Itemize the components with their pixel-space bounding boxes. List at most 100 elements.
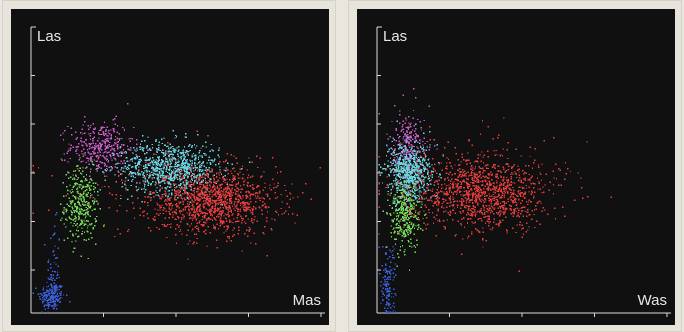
right-point (522, 215, 524, 217)
left-point (266, 220, 268, 222)
left-point (199, 165, 201, 168)
left-point (205, 182, 208, 185)
right-point (403, 224, 406, 227)
left-point (230, 190, 232, 192)
left-point (112, 154, 114, 156)
left-point (198, 205, 200, 208)
left-point (209, 203, 211, 205)
right-point (399, 157, 401, 159)
left-point (49, 295, 52, 298)
left-point (192, 175, 195, 178)
left-point (206, 219, 208, 222)
right-point (479, 180, 482, 183)
right-point (423, 214, 426, 216)
left-point (84, 190, 86, 192)
right-point (407, 181, 409, 183)
left-point (86, 212, 89, 215)
left-point (185, 234, 188, 236)
left-point (147, 136, 149, 139)
right-point (397, 173, 399, 176)
left-point (178, 169, 180, 172)
left-point (169, 150, 171, 152)
left-point (134, 166, 136, 168)
left-point (117, 141, 120, 143)
left-point (168, 175, 170, 178)
left-point (102, 140, 104, 142)
left-point (233, 233, 235, 236)
left-point (217, 187, 219, 190)
left-point (236, 210, 239, 212)
left-point (234, 189, 236, 191)
right-point (414, 178, 416, 180)
left-point (215, 176, 218, 179)
right-point (408, 198, 410, 200)
left-point (204, 229, 207, 232)
left-point (168, 169, 171, 172)
left-point (164, 199, 167, 201)
left-point (181, 218, 183, 221)
right-point (393, 232, 395, 234)
left-point (183, 155, 185, 157)
right-point (402, 188, 404, 190)
right-point (467, 152, 469, 154)
right-point (399, 159, 401, 161)
right-point (510, 181, 512, 183)
left-point (269, 198, 271, 200)
right-point (407, 151, 409, 153)
left-point (228, 195, 231, 197)
left-point (120, 169, 122, 171)
left-point (197, 186, 199, 188)
left-point (182, 210, 184, 212)
left-point (225, 206, 227, 208)
right-point (402, 177, 404, 179)
right-point (412, 150, 415, 152)
left-point (263, 198, 265, 200)
left-point (175, 212, 177, 215)
left-point (121, 143, 123, 146)
left-point (224, 200, 227, 202)
right-point (411, 206, 414, 209)
right-point (413, 168, 416, 170)
left-point (248, 192, 250, 194)
left-point (103, 133, 105, 136)
right-point (422, 164, 424, 166)
left-point (226, 169, 229, 171)
left-point (205, 166, 207, 169)
left-point (218, 147, 220, 149)
right-point (397, 200, 399, 203)
right-point (403, 157, 406, 160)
left-point (70, 176, 72, 178)
left-point (56, 274, 58, 276)
left-point (110, 138, 112, 140)
left-point (184, 208, 186, 211)
left-point (76, 188, 78, 190)
right-point (454, 183, 457, 185)
left-point (166, 180, 168, 183)
left-point (197, 202, 199, 204)
left-point (76, 223, 78, 225)
right-point (416, 180, 418, 182)
left-point (157, 163, 159, 165)
left-point (232, 221, 234, 224)
right-point (406, 151, 408, 153)
left-point (56, 271, 59, 273)
right-point (405, 130, 408, 132)
left-point (255, 155, 258, 157)
left-point (210, 178, 212, 180)
right-point (426, 146, 429, 148)
right-point (401, 177, 403, 179)
left-point (193, 187, 195, 190)
left-point (137, 197, 139, 199)
left-point (138, 187, 140, 189)
right-point (396, 198, 398, 201)
right-point (414, 196, 417, 199)
left-point (291, 212, 294, 215)
left-point (163, 178, 166, 180)
left-point (130, 195, 133, 197)
right-point (398, 137, 400, 139)
right-point (427, 184, 429, 187)
left-point (157, 177, 160, 179)
left-point (192, 217, 195, 219)
left-point (97, 167, 99, 169)
left-point (106, 175, 108, 178)
